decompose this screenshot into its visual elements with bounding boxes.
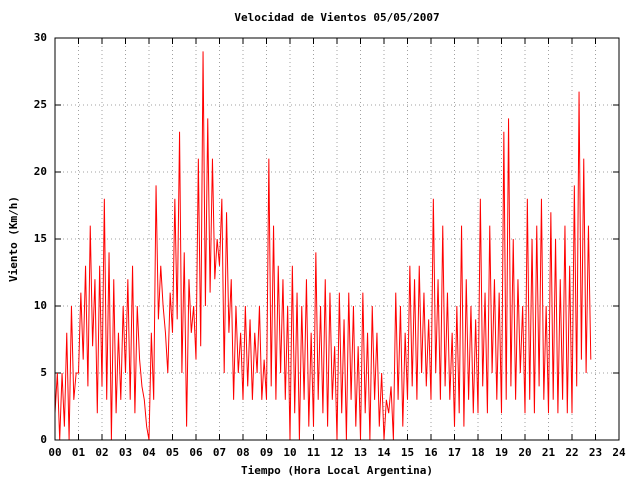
x-tick-label: 12	[330, 446, 343, 459]
x-tick-label: 05	[166, 446, 179, 459]
x-tick-label: 10	[283, 446, 296, 459]
x-tick-label: 19	[495, 446, 508, 459]
x-tick-label: 21	[542, 446, 556, 459]
x-tick-label: 09	[260, 446, 273, 459]
x-tick-label: 17	[448, 446, 461, 459]
x-tick-label: 16	[424, 446, 438, 459]
x-tick-label: 14	[377, 446, 391, 459]
y-tick-label: 25	[34, 98, 47, 111]
x-tick-label: 03	[119, 446, 132, 459]
x-tick-label: 11	[307, 446, 321, 459]
x-tick-label: 18	[471, 446, 484, 459]
x-tick-label: 00	[48, 446, 61, 459]
x-tick-label: 07	[213, 446, 226, 459]
y-tick-label: 30	[34, 31, 47, 44]
x-tick-label: 13	[354, 446, 367, 459]
y-tick-label: 15	[34, 232, 47, 245]
x-tick-label: 02	[95, 446, 108, 459]
x-tick-label: 04	[142, 446, 156, 459]
x-tick-label: 20	[518, 446, 531, 459]
x-tick-label: 15	[401, 446, 414, 459]
y-axis-label: Viento (Km/h)	[7, 196, 20, 282]
x-axis-label: Tiempo (Hora Local Argentina)	[241, 464, 433, 477]
y-tick-label: 0	[40, 433, 47, 446]
x-tick-label: 22	[565, 446, 578, 459]
chart-title: Velocidad de Vientos 05/05/2007	[234, 11, 439, 24]
data-line	[54, 51, 592, 441]
x-tick-label: 23	[589, 446, 602, 459]
x-tick-label: 01	[72, 446, 86, 459]
y-tick-label: 5	[40, 366, 47, 379]
y-tick-label: 10	[34, 299, 47, 312]
y-tick-label: 20	[34, 165, 47, 178]
plot-border	[54, 37, 620, 441]
x-tick-label: 06	[189, 446, 203, 459]
x-tick-label: 08	[236, 446, 249, 459]
x-tick-label: 24	[612, 446, 626, 459]
